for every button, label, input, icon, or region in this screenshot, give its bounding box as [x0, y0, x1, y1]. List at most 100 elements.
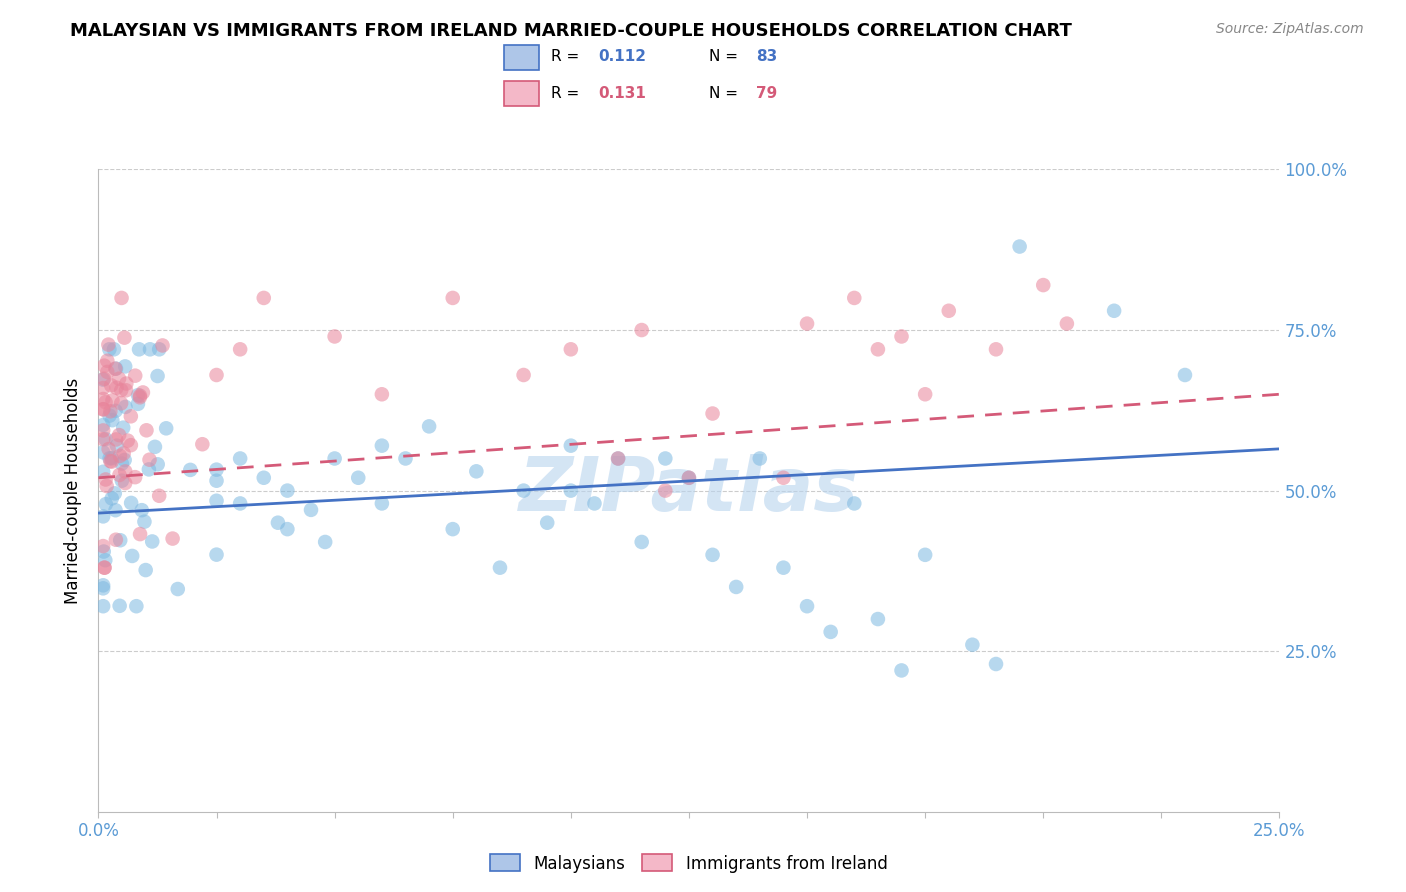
Point [91, 381, 114, 395]
Point [138, 452, 160, 467]
Point [93, 560, 115, 574]
Point [93, 372, 115, 386]
Point [105, 433, 128, 447]
Point [253, 471, 276, 485]
Point [91, 465, 114, 479]
Point [105, 361, 128, 376]
Point [127, 388, 149, 402]
Point [607, 451, 630, 466]
Point [371, 387, 394, 401]
Point [100, 491, 122, 506]
Point [267, 516, 290, 530]
Point [112, 420, 135, 434]
Point [100, 451, 122, 466]
Point [844, 496, 866, 510]
Point [678, 471, 700, 485]
Point [91, 402, 114, 417]
Point [155, 421, 177, 435]
Point [127, 397, 149, 411]
Point [820, 624, 842, 639]
Point [111, 474, 134, 488]
Point [371, 496, 394, 510]
Point [1174, 368, 1197, 382]
Point [129, 389, 152, 403]
Text: ZIPatlas: ZIPatlas [519, 454, 859, 527]
Point [111, 457, 134, 471]
Text: R =: R = [551, 49, 585, 64]
Point [101, 413, 124, 427]
Point [560, 343, 582, 357]
Point [276, 483, 298, 498]
Point [114, 359, 136, 374]
Text: 79: 79 [756, 86, 778, 101]
Point [512, 368, 534, 382]
Point [143, 440, 166, 454]
Point [120, 409, 142, 424]
Point [96, 365, 118, 379]
Point [91, 417, 114, 432]
Point [98, 451, 121, 466]
Point [702, 548, 724, 562]
Point [98, 404, 121, 418]
Point [134, 515, 156, 529]
Point [91, 402, 114, 417]
Point [93, 359, 115, 373]
Point [128, 343, 150, 357]
Point [100, 378, 122, 392]
Point [108, 449, 131, 463]
Point [100, 455, 122, 469]
Point [560, 483, 582, 498]
Point [91, 599, 114, 614]
Point [94, 497, 117, 511]
Point [128, 390, 150, 404]
Point [110, 396, 132, 410]
Point [630, 535, 652, 549]
Point [914, 387, 936, 401]
Point [1032, 278, 1054, 293]
Text: R =: R = [551, 86, 585, 101]
Point [914, 548, 936, 562]
Point [98, 343, 121, 357]
Point [94, 395, 117, 409]
Text: N =: N = [709, 86, 742, 101]
Point [162, 532, 184, 546]
Y-axis label: Married-couple Households: Married-couple Households [65, 377, 83, 604]
Point [121, 549, 143, 563]
Point [117, 434, 139, 448]
Point [112, 446, 135, 460]
Point [1008, 239, 1031, 253]
Point [124, 368, 146, 383]
Point [132, 385, 155, 400]
Point [93, 544, 115, 558]
Text: 0.131: 0.131 [599, 86, 647, 101]
Point [91, 539, 114, 553]
Point [512, 483, 534, 498]
Point [299, 503, 322, 517]
Point [536, 516, 558, 530]
Point [112, 331, 135, 345]
Point [91, 582, 114, 596]
Point [890, 664, 912, 678]
Point [725, 580, 748, 594]
Point [96, 479, 118, 493]
Point [96, 353, 118, 368]
Point [866, 343, 889, 357]
Point [678, 471, 700, 485]
Point [146, 458, 169, 472]
Point [101, 393, 124, 408]
Point [938, 303, 960, 318]
Point [323, 329, 346, 343]
Point [108, 533, 131, 548]
Point [138, 462, 160, 476]
Point [166, 582, 188, 596]
Text: 0.112: 0.112 [599, 49, 647, 64]
Point [1102, 303, 1125, 318]
Point [93, 560, 115, 574]
Point [105, 439, 128, 453]
Point [418, 419, 440, 434]
Point [115, 384, 138, 398]
Text: Source: ZipAtlas.com: Source: ZipAtlas.com [1216, 22, 1364, 37]
Point [205, 368, 228, 382]
Point [323, 451, 346, 466]
Point [866, 612, 889, 626]
